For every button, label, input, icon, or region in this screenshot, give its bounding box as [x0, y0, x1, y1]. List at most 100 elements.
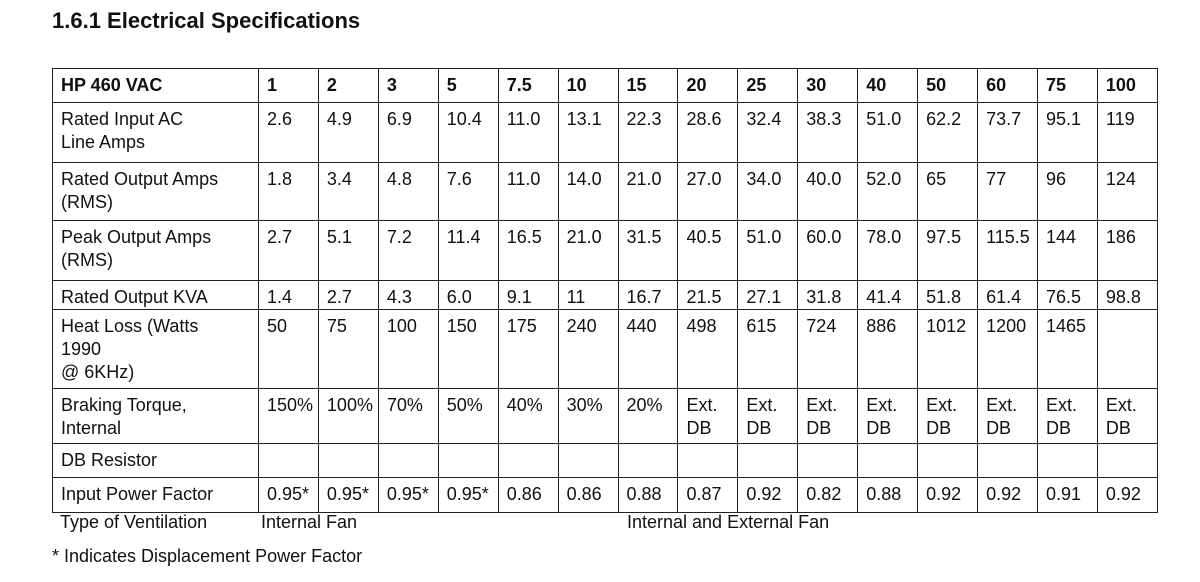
cell: 440 — [617, 309, 679, 389]
cell: 0.88 — [617, 477, 679, 513]
cell: 31.8 — [797, 280, 859, 310]
row-label: DB Resistor — [52, 443, 259, 478]
empty-cell — [917, 443, 979, 478]
cell: 11 — [557, 280, 619, 310]
cell: Ext. DB — [677, 388, 739, 444]
cell: 61.4 — [977, 280, 1038, 310]
cell: Ext. DB — [797, 388, 859, 444]
cell: Ext. DB — [857, 388, 919, 444]
cell: 70% — [377, 388, 439, 444]
cell: 2.6 — [258, 102, 319, 163]
cell: 11.0 — [497, 102, 559, 163]
cell: 0.92 — [737, 477, 799, 513]
cell: 60.0 — [797, 220, 859, 281]
row: Rated Input AC Line Amps 2.6 4.9 6.9 10.4 11.… — [52, 102, 1159, 163]
empty-cell — [977, 443, 1038, 478]
empty-cell — [1096, 309, 1159, 389]
cell: 14.0 — [557, 162, 619, 221]
cell: 3.4 — [317, 162, 379, 221]
header-cell: 3 — [377, 68, 439, 103]
row-label: Rated Output Amps (RMS) — [52, 162, 259, 221]
header-cell: 60 — [977, 68, 1038, 103]
cell: 4.9 — [317, 102, 379, 163]
cell: 78.0 — [857, 220, 919, 281]
row: DB Resistor — [52, 443, 1159, 478]
header-cell: 5 — [437, 68, 499, 103]
cell: 119 — [1096, 102, 1159, 163]
cell: 4.8 — [377, 162, 439, 221]
cell: 5.1 — [317, 220, 379, 281]
cell: 0.86 — [557, 477, 619, 513]
cell: 95.1 — [1036, 102, 1098, 163]
cell: 1012 — [917, 309, 979, 389]
cell: 150% — [258, 388, 319, 444]
cell: 100 — [377, 309, 439, 389]
cell: 50% — [437, 388, 499, 444]
cell: 40% — [497, 388, 559, 444]
empty-cell — [1096, 443, 1159, 478]
cell: 76.5 — [1036, 280, 1098, 310]
cell: 9.1 — [497, 280, 559, 310]
header-cell: 1 — [258, 68, 319, 103]
cell: 98.8 — [1096, 280, 1159, 310]
cell: 175 — [497, 309, 559, 389]
cell: 73.7 — [977, 102, 1038, 163]
cell: 13.1 — [557, 102, 619, 163]
cell: 40.5 — [677, 220, 739, 281]
header-cell: 75 — [1036, 68, 1098, 103]
row-label: Rated Input AC Line Amps — [52, 102, 259, 163]
header-row: HP 460 VAC 1 2 3 5 7.5 10 15 20 25 30 40 50 60 75 100 — [52, 68, 1159, 103]
header-cell: 100 — [1096, 68, 1159, 103]
empty-cell — [1036, 443, 1098, 478]
header-cell: 40 — [857, 68, 919, 103]
cell: 51.8 — [917, 280, 979, 310]
footnote: * Indicates Displacement Power Factor — [52, 546, 363, 566]
header-cell: 10 — [557, 68, 619, 103]
cell: 51.0 — [737, 220, 799, 281]
empty-cell — [377, 443, 439, 478]
cell: 16.7 — [617, 280, 679, 310]
cell: 34.0 — [737, 162, 799, 221]
cell: 0.82 — [797, 477, 859, 513]
cell: 100% — [317, 388, 379, 444]
cell: 6.9 — [377, 102, 439, 163]
header-cell: 25 — [737, 68, 799, 103]
cell: 22.3 — [617, 102, 679, 163]
empty-cell — [437, 443, 499, 478]
cell: 1200 — [977, 309, 1038, 389]
ventilation-label: Type of Ventilation — [60, 512, 208, 532]
header-cell: 50 — [917, 68, 979, 103]
cell: 1.4 — [258, 280, 319, 310]
cell: 31.5 — [617, 220, 679, 281]
table-body: HP 460 VAC 1 2 3 5 7.5 10 15 20 25 30 40 50 60 75 100 Ra… — [52, 68, 1159, 513]
cell: 2.7 — [258, 220, 319, 281]
cell: 16.5 — [497, 220, 559, 281]
row: Heat Loss (Watts 1990 @ 6KHz) 50 75 100 150 1… — [52, 309, 1159, 389]
header-cell: 7.5 — [497, 68, 559, 103]
cell: 115.5 — [977, 220, 1038, 281]
cell: 7.2 — [377, 220, 439, 281]
cell: 21.0 — [617, 162, 679, 221]
empty-cell — [258, 443, 319, 478]
cell: 0.92 — [977, 477, 1038, 513]
empty-cell — [317, 443, 379, 478]
cell: 150 — [437, 309, 499, 389]
empty-cell — [857, 443, 919, 478]
cell: 11.0 — [497, 162, 559, 221]
cell: 51.0 — [857, 102, 919, 163]
row: Rated Output Amps (RMS) 1.8 3.4 4.8 7.6 11.0 1… — [52, 162, 1159, 221]
empty-cell — [617, 443, 679, 478]
cell: 186 — [1096, 220, 1159, 281]
cell: 0.86 — [497, 477, 559, 513]
cell: 1465 — [1036, 309, 1098, 389]
ventilation-group: Internal Fan — [261, 512, 358, 532]
cell: Ext. DB — [977, 388, 1038, 444]
cell: Ext. DB — [917, 388, 979, 444]
cell: Ext. DB — [1036, 388, 1098, 444]
header-cell: 30 — [797, 68, 859, 103]
row: Braking Torque, Internal 150% 100% 70% 50% 40… — [52, 388, 1159, 444]
header-cell: 2 — [317, 68, 379, 103]
cell: 886 — [857, 309, 919, 389]
row-label: Heat Loss (Watts 1990 @ 6KHz) — [52, 309, 259, 389]
cell: 96 — [1036, 162, 1098, 221]
